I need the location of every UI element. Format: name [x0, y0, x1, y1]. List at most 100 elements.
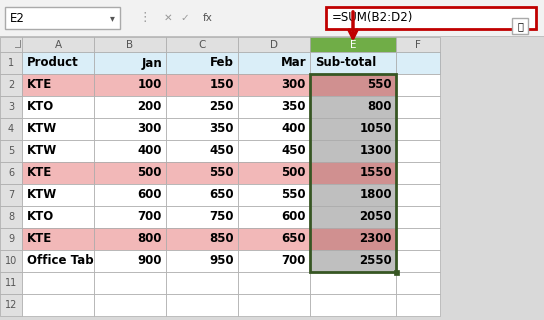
Text: 2: 2: [8, 80, 14, 90]
Bar: [166, 206, 238, 228]
Text: 10: 10: [5, 256, 17, 266]
Bar: [22, 184, 94, 206]
Bar: [22, 162, 94, 184]
Bar: [310, 272, 396, 294]
Bar: [0, 74, 22, 96]
Text: ✓: ✓: [181, 13, 189, 23]
Bar: [238, 140, 310, 162]
Bar: [94, 52, 166, 74]
Bar: [396, 140, 440, 162]
Text: 550: 550: [281, 188, 306, 202]
Text: 5: 5: [8, 146, 14, 156]
Bar: [396, 37, 440, 52]
Text: 7: 7: [8, 190, 14, 200]
Text: 2050: 2050: [360, 211, 392, 223]
Bar: [310, 96, 396, 118]
Bar: [238, 74, 310, 96]
Bar: [310, 250, 396, 272]
Text: KTW: KTW: [27, 145, 57, 157]
Text: Product: Product: [27, 57, 79, 69]
Text: 400: 400: [138, 145, 162, 157]
Bar: [0, 206, 22, 228]
Bar: [238, 294, 310, 316]
Bar: [310, 294, 396, 316]
Bar: [326, 7, 536, 29]
Bar: [94, 206, 166, 228]
Text: =SUM(B2:D2): =SUM(B2:D2): [332, 12, 413, 25]
Text: Mar: Mar: [280, 57, 306, 69]
Bar: [22, 250, 94, 272]
Bar: [0, 0, 544, 37]
Text: 4: 4: [8, 124, 14, 134]
Text: 400: 400: [281, 123, 306, 135]
Bar: [238, 37, 310, 52]
Bar: [396, 96, 440, 118]
Text: 2550: 2550: [359, 254, 392, 268]
Text: E: E: [350, 39, 356, 50]
Bar: [22, 74, 94, 96]
Bar: [238, 228, 310, 250]
Text: C: C: [199, 39, 206, 50]
Bar: [166, 272, 238, 294]
Text: ⋮: ⋮: [139, 12, 151, 25]
Text: 700: 700: [138, 211, 162, 223]
Bar: [393, 269, 399, 275]
Bar: [94, 96, 166, 118]
Bar: [22, 140, 94, 162]
Text: 6: 6: [8, 168, 14, 178]
Bar: [238, 206, 310, 228]
Bar: [0, 36, 544, 37]
Text: 200: 200: [138, 100, 162, 114]
Bar: [22, 118, 94, 140]
Bar: [396, 162, 440, 184]
Bar: [166, 74, 238, 96]
Bar: [238, 118, 310, 140]
Text: E2: E2: [10, 12, 25, 25]
Bar: [310, 74, 396, 96]
Bar: [22, 228, 94, 250]
Bar: [94, 162, 166, 184]
Text: 500: 500: [138, 166, 162, 180]
Text: 11: 11: [5, 278, 17, 288]
Text: 600: 600: [138, 188, 162, 202]
Bar: [94, 74, 166, 96]
Bar: [396, 206, 440, 228]
Text: 8: 8: [8, 212, 14, 222]
Bar: [94, 272, 166, 294]
Bar: [238, 184, 310, 206]
Text: 1: 1: [8, 58, 14, 68]
Text: Jan: Jan: [141, 57, 162, 69]
Bar: [396, 228, 440, 250]
Text: 1300: 1300: [360, 145, 392, 157]
Bar: [94, 140, 166, 162]
Bar: [310, 118, 396, 140]
Bar: [0, 184, 22, 206]
Bar: [396, 272, 440, 294]
Bar: [166, 250, 238, 272]
Bar: [166, 52, 238, 74]
Bar: [94, 250, 166, 272]
Text: Sub-total: Sub-total: [315, 57, 376, 69]
Bar: [238, 272, 310, 294]
Bar: [22, 272, 94, 294]
Text: 850: 850: [209, 233, 234, 245]
Bar: [22, 294, 94, 316]
Bar: [396, 184, 440, 206]
Text: 450: 450: [209, 145, 234, 157]
Bar: [94, 228, 166, 250]
Bar: [310, 162, 396, 184]
Bar: [94, 294, 166, 316]
Text: 600: 600: [281, 211, 306, 223]
Text: 700: 700: [282, 254, 306, 268]
Bar: [396, 294, 440, 316]
Bar: [0, 250, 22, 272]
Text: 100: 100: [138, 78, 162, 92]
Bar: [396, 52, 440, 74]
Bar: [22, 37, 94, 52]
Text: A: A: [54, 39, 61, 50]
Text: ✕: ✕: [164, 13, 172, 23]
Bar: [238, 162, 310, 184]
Bar: [166, 228, 238, 250]
Bar: [22, 52, 94, 74]
Bar: [310, 206, 396, 228]
